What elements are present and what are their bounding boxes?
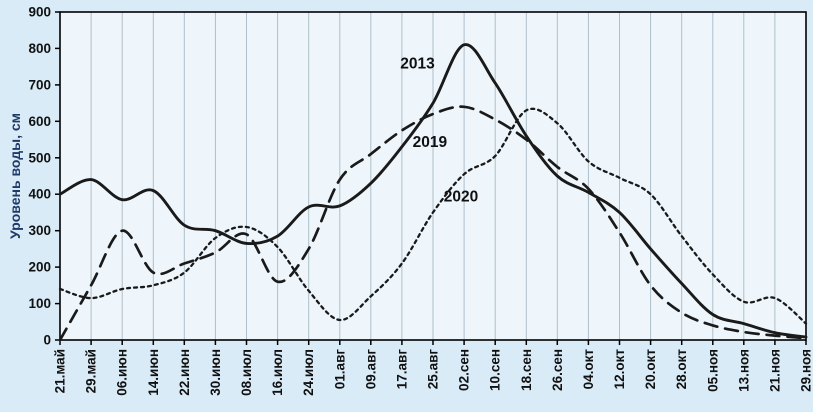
y-tick-label: 500 — [28, 150, 51, 165]
series-label-2019: 2019 — [413, 134, 448, 151]
y-tick-label: 300 — [28, 223, 51, 238]
plot-border — [59, 11, 807, 341]
x-tick-label: 09.авг — [363, 349, 378, 390]
y-tick-label: 900 — [28, 5, 51, 20]
x-tick-label: 10.сен — [488, 349, 503, 391]
x-tick-label: 02.сен — [457, 349, 472, 391]
x-tick-label: 26.сен — [550, 349, 565, 391]
x-tick-label: 06.июн — [115, 349, 130, 396]
x-tick-label: 01.авг — [332, 349, 347, 390]
x-tick-label: 04.окт — [581, 349, 596, 390]
series-label-2020: 2020 — [444, 189, 478, 206]
y-tick-label: 0 — [43, 333, 51, 348]
x-tick-label: 05.ноя — [705, 349, 720, 392]
x-tick-label: 21.ноя — [767, 349, 782, 392]
x-tick-label: 13.ноя — [736, 349, 751, 392]
x-tick-label: 20.окт — [643, 349, 658, 390]
x-tick-label: 08.июл — [239, 349, 254, 396]
x-tick-label: 21.май — [53, 349, 68, 393]
x-tick-label: 30.июн — [208, 349, 223, 396]
y-tick-label: 800 — [28, 41, 51, 56]
y-tick-label: 600 — [28, 114, 51, 129]
x-tick-label: 17.авг — [394, 349, 409, 390]
y-tick-label: 100 — [28, 296, 51, 311]
x-tick-label: 18.сен — [519, 349, 534, 391]
series-2020-line — [58, 107, 808, 325]
x-tick-label: 12.окт — [612, 349, 627, 390]
y-tick-label: 400 — [28, 187, 51, 202]
x-tick-label: 29.ноя — [799, 349, 813, 392]
x-tick-label: 16.июл — [270, 349, 285, 396]
series-2019-line — [58, 105, 808, 342]
x-tick-label: 22.июн — [177, 349, 192, 396]
x-tick-label: 29.май — [84, 349, 99, 393]
x-tick-label: 28.окт — [674, 349, 689, 390]
x-tick-label: 25.авг — [426, 349, 441, 390]
series-2013-line — [58, 43, 808, 339]
x-tick-label: 24.июл — [301, 349, 316, 396]
series-label-2013: 2013 — [400, 56, 435, 73]
y-tick-label: 200 — [28, 260, 51, 275]
x-tick-label: 14.июн — [146, 349, 161, 396]
y-tick-label: 700 — [28, 77, 51, 92]
